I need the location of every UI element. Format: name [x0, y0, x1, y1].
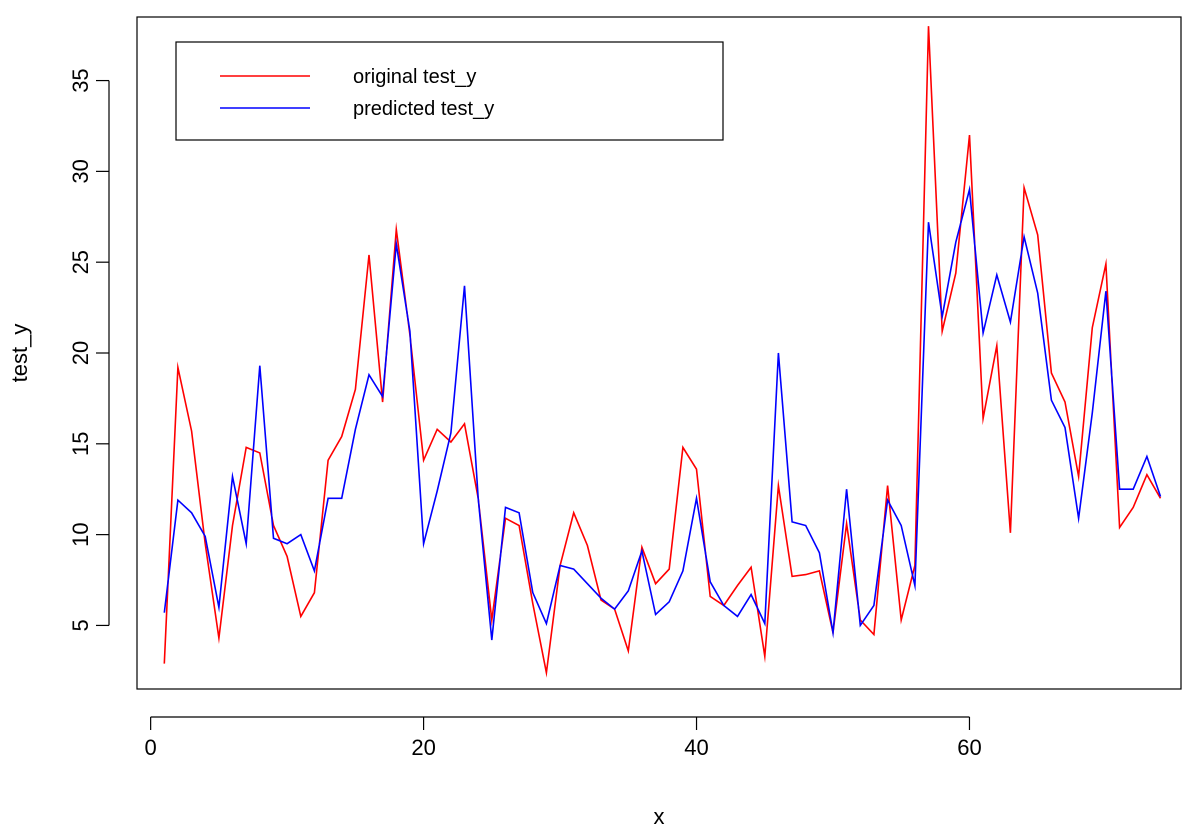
series-line-original — [163, 26, 1162, 678]
x-axis: 0 20 40 60 — [145, 716, 982, 760]
y-axis-label: test_y — [7, 324, 32, 383]
y-tick-label: 10 — [68, 522, 93, 546]
x-tick-label: 60 — [957, 735, 981, 760]
legend-box — [175, 41, 724, 141]
y-tick-label: 15 — [68, 432, 93, 456]
plot-box — [136, 16, 1182, 690]
x-tick-label: 20 — [411, 735, 435, 760]
y-tick-label: 30 — [68, 159, 93, 183]
x-tick-label: 40 — [684, 735, 708, 760]
y-axis: 5 10 15 20 25 30 35 — [68, 68, 110, 632]
series-group — [163, 26, 1162, 678]
y-tick-label: 35 — [68, 68, 93, 92]
x-tick-label: 0 — [145, 735, 157, 760]
legend-label-original: original test_y — [353, 66, 476, 88]
legend: original test_y predicted test_y — [175, 41, 724, 141]
y-tick-label: 20 — [68, 341, 93, 365]
legend-label-predicted: predicted test_y — [353, 98, 494, 120]
x-axis-label: x — [654, 804, 665, 829]
y-tick-label: 5 — [68, 619, 93, 631]
series-line-predicted — [163, 184, 1162, 641]
y-tick-label: 25 — [68, 250, 93, 274]
